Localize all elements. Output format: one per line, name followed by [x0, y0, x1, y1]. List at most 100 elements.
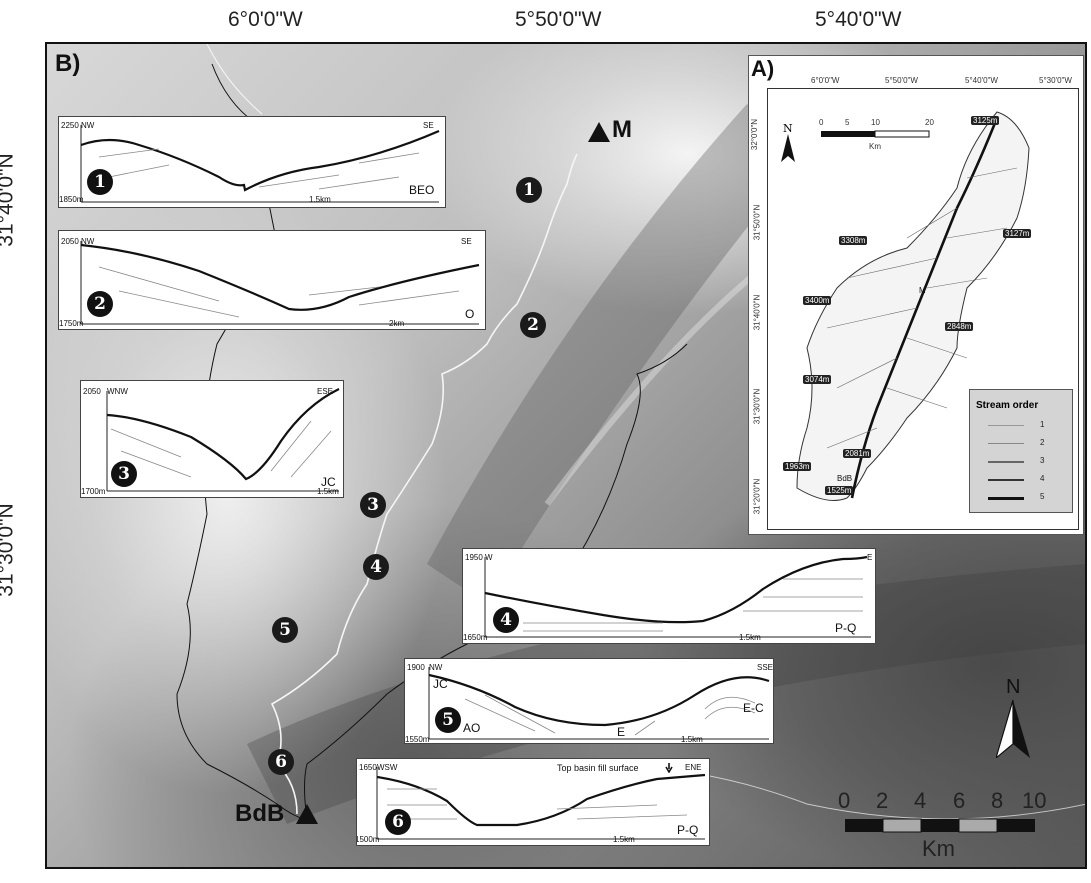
profile-5-right-dir: SSE [757, 663, 774, 672]
inset-north-label: N [783, 122, 793, 135]
profile-1-number: 1 [87, 169, 113, 195]
inset-scale-unit: Km [869, 142, 881, 151]
inset-scale-5: 5 [845, 118, 850, 127]
inset-peak-3125: 3125m [971, 116, 1000, 125]
profile-1-left-dir: NW [81, 121, 95, 130]
profile-1-right-dir: SE [423, 121, 434, 130]
profile-6-bottom: 1500m [356, 835, 380, 844]
legend-item-2: 2 [988, 438, 1068, 448]
inset-point-m: M [919, 286, 926, 295]
profile-6: 1650 WSW ENE 1500m 1.5km Top basin fill … [356, 758, 710, 846]
scalebar-6: 6 [953, 788, 966, 813]
profile-4-top: 1950 [465, 553, 483, 562]
scale-unit: Km [922, 836, 955, 861]
lon-label-6w: 6°0'0"W [228, 8, 303, 31]
triangle-bdb-icon [296, 804, 318, 824]
inset-catchment [796, 111, 1030, 501]
inset-lon-0: 6°0'0"W [811, 76, 840, 85]
north-label: N [1006, 676, 1021, 698]
profile-6-note: Top basin fill surface [557, 763, 639, 773]
profile-4-unit: P-Q [835, 621, 857, 635]
profile-1: 2250 NW SE 1850m 1.5km BEO 1 [58, 116, 446, 208]
triangle-m-icon [588, 122, 610, 142]
legend-item-3: 3 [988, 456, 1068, 466]
profile-2-unit: O [465, 307, 475, 321]
inset-peak-2081: 2081m [843, 449, 872, 458]
lat-label-31-30n: 31°30'0"N [0, 503, 18, 597]
profile-2-right-dir: SE [461, 237, 472, 246]
inset-north-arrow-icon [781, 134, 795, 162]
inset-peak-1963: 1963m [783, 462, 812, 471]
inset-lon-3: 5°30'0"W [1039, 76, 1072, 85]
inset-scale-bar [821, 130, 930, 138]
profile-1-unit: BEO [409, 183, 435, 197]
profile-5-left-dir: NW [429, 663, 443, 672]
inset-scale-20: 20 [925, 118, 934, 127]
legend-item-5: 5 [988, 492, 1068, 502]
inset-lon-1: 5°50'0"W [885, 76, 918, 85]
profile-5-unit-jc: JC [433, 677, 448, 691]
river-marker-3: 3 [360, 492, 386, 518]
profile-4: 1950 W E 1650m 1.5km P-Q 4 [462, 548, 876, 644]
panel-b-label: B) [55, 50, 81, 77]
inset-peak-3400: 3400m [803, 296, 832, 305]
profile-6-right-dir: ENE [685, 763, 702, 772]
inset-scale-0: 0 [819, 118, 824, 127]
river-marker-4: 4 [363, 554, 389, 580]
profile-4-left-dir: W [485, 553, 493, 562]
profile-2-number: 2 [87, 291, 113, 317]
profile-3-left-dir: WNW [107, 387, 128, 396]
river-marker-2: 2 [520, 312, 546, 338]
inset-peak-3074: 3074m [803, 375, 832, 384]
profile-2-top: 2050 [61, 237, 79, 246]
profile-5-unit-ao: AO [463, 721, 481, 735]
north-arrow-icon [996, 700, 1030, 758]
inset-lat-2: 31°40'0"N [752, 294, 762, 331]
profile-5-unit-ec: E-C [743, 701, 764, 715]
lat-label-31-40n: 31°40'0"N [0, 153, 18, 247]
panel-a-label: A) [751, 56, 775, 81]
point-bdb-label: BdB [235, 800, 285, 827]
inset-scale-10: 10 [871, 118, 880, 127]
profile-3-unit: JC [321, 475, 336, 489]
profile-6-number: 6 [385, 809, 411, 835]
inset-lon-2: 5°40'0"W [965, 76, 998, 85]
down-arrow-icon [665, 763, 673, 773]
profile-6-top: 1650 [359, 763, 377, 772]
profile-5-bottom: 1550m [405, 735, 430, 744]
profile-3-right-dir: ESE [317, 387, 334, 396]
lon-label-5-40w: 5°40'0"W [815, 8, 902, 31]
profile-6-unit: P-Q [677, 823, 699, 837]
profile-4-bottom: 1650m [463, 633, 488, 642]
inset-lat-1: 31°50'0"N [752, 204, 762, 241]
profile-3-top: 2050 [83, 387, 101, 396]
profile-6-left-dir: WSW [377, 763, 398, 772]
river-marker-6: 6 [268, 749, 294, 775]
profile-5-scale: 1.5km [681, 735, 703, 744]
stream-order-legend: Stream order 1 2 3 4 5 [969, 389, 1073, 513]
scalebar-8: 8 [991, 788, 1004, 813]
inset-peak-3127: 3127m [1003, 229, 1032, 238]
inset-peak-1525: 1525m [825, 486, 854, 495]
profile-6-scale: 1.5km [613, 835, 635, 844]
profile-3-scale: 1.5km [317, 487, 339, 496]
profile-5-number: 5 [435, 707, 461, 733]
profile-3: 2050 WNW ESE 1700m 1.5km JC 3 [80, 380, 344, 498]
legend-item-1: 1 [988, 420, 1045, 429]
profile-1-bottom: 1850m [59, 195, 84, 204]
main-river [270, 153, 578, 815]
inset-lat-3: 31°30'0"N [752, 388, 762, 425]
legend-item-4: 4 [988, 474, 1068, 484]
inset-lat-4: 31°20'0"N [752, 478, 762, 515]
legend-title: Stream order [976, 400, 1039, 411]
profile-5-unit-e: E [617, 725, 626, 739]
profile-2: 2050 NW SE 1750m 2km O 2 [58, 230, 486, 330]
scalebar-4: 4 [914, 788, 927, 813]
valley-shade [427, 104, 807, 604]
profile-2-bottom: 1750m [59, 319, 84, 328]
scalebar-0: 0 [838, 788, 851, 813]
inset-map-a: A) 6°0'0"W 5°50'0"W 5°40'0"W 5°30'0"W 32… [748, 55, 1084, 535]
inset-lat-0: 32°0'0"N [750, 118, 760, 151]
inset-point-bdb: BdB [837, 474, 853, 483]
profile-4-scale: 1.5km [739, 633, 761, 642]
